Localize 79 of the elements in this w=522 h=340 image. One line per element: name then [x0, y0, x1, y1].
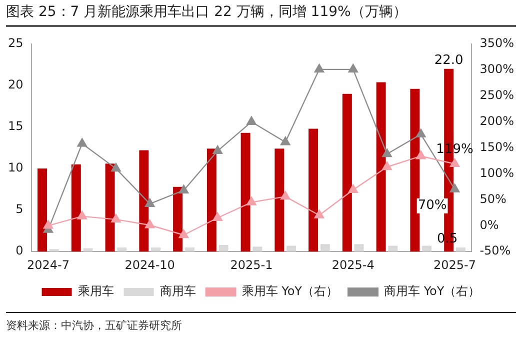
data-label: 22.0 [434, 52, 464, 68]
point [178, 184, 189, 194]
point [178, 229, 189, 238]
x-tick-label: 2024-10 [124, 258, 175, 272]
bar [410, 88, 420, 252]
bar [151, 247, 161, 252]
point [314, 64, 324, 73]
bar [49, 249, 59, 252]
data-label: 70% [418, 198, 447, 214]
bar [456, 247, 466, 252]
bar [105, 164, 115, 252]
point [111, 214, 121, 223]
bar [173, 186, 183, 252]
point [246, 116, 256, 125]
x-tick-label: 2024-7 [26, 258, 70, 272]
point [144, 220, 155, 228]
y2-tick-label: 150% [480, 140, 514, 154]
y2-tick-label: 50% [480, 192, 506, 206]
legend-label: 乘用车 [78, 284, 114, 298]
y2-tick-label: 100% [480, 166, 514, 180]
bar [38, 168, 48, 252]
bar [206, 148, 216, 252]
point [348, 64, 358, 73]
y2-tick-label: 350% [480, 36, 514, 50]
point [382, 161, 392, 170]
bar [117, 247, 127, 252]
point [212, 145, 223, 154]
bar [184, 247, 194, 252]
bar [422, 246, 432, 252]
point [246, 196, 256, 206]
y-tick-label: 25 [8, 36, 24, 50]
legend-label: 商用车 YoY（右） [384, 284, 480, 298]
point [212, 212, 223, 221]
point [416, 150, 426, 160]
y2-tick-label: 200% [480, 114, 514, 128]
point [43, 220, 54, 229]
y-tick-label: 0 [16, 244, 24, 258]
bar [139, 150, 149, 252]
point [111, 162, 121, 172]
x-tick-label: 2025-7 [433, 258, 476, 272]
y2-tick-label: 250% [480, 88, 514, 102]
point [280, 190, 290, 200]
data-label: 0.5 [436, 231, 458, 246]
bar [320, 244, 330, 252]
bar [388, 246, 398, 252]
y-tick-label: 10 [8, 160, 24, 175]
bar [342, 94, 352, 252]
point [144, 198, 155, 207]
point [77, 210, 88, 220]
bar [274, 148, 284, 252]
bar [354, 244, 364, 252]
x-tick-label: 2025-4 [332, 258, 374, 272]
legend-label: 商用车 [160, 284, 196, 298]
y2-tick-label: -50% [480, 244, 511, 258]
text: 资料来源：中汽协，五矿证券研究所 [6, 312, 516, 333]
y-tick-label: 20 [8, 78, 24, 92]
point [77, 138, 88, 147]
point [280, 136, 290, 146]
bar [218, 244, 228, 252]
point [382, 148, 392, 158]
chart-title: 图表 25：7 月新能源乘用车出口 22 万辆，同增 119%（万辆） [6, 3, 516, 27]
point [450, 158, 460, 167]
point [416, 128, 426, 138]
point [348, 184, 358, 193]
bar [252, 246, 262, 252]
bar [286, 246, 296, 252]
y-tick-label: 15 [8, 119, 24, 134]
y2-tick-label: 0% [480, 218, 499, 232]
x-tick-label: 2025-1 [230, 258, 273, 272]
y2-tick-label: 300% [480, 62, 514, 76]
bar [308, 128, 318, 252]
point [450, 184, 460, 192]
bar [240, 132, 250, 252]
y-tick-label: 5 [16, 202, 24, 216]
bar [83, 248, 93, 252]
point [314, 210, 324, 218]
bar [71, 164, 81, 252]
legend-label: 乘用车 YoY（右） [242, 284, 338, 298]
bar [376, 82, 386, 252]
